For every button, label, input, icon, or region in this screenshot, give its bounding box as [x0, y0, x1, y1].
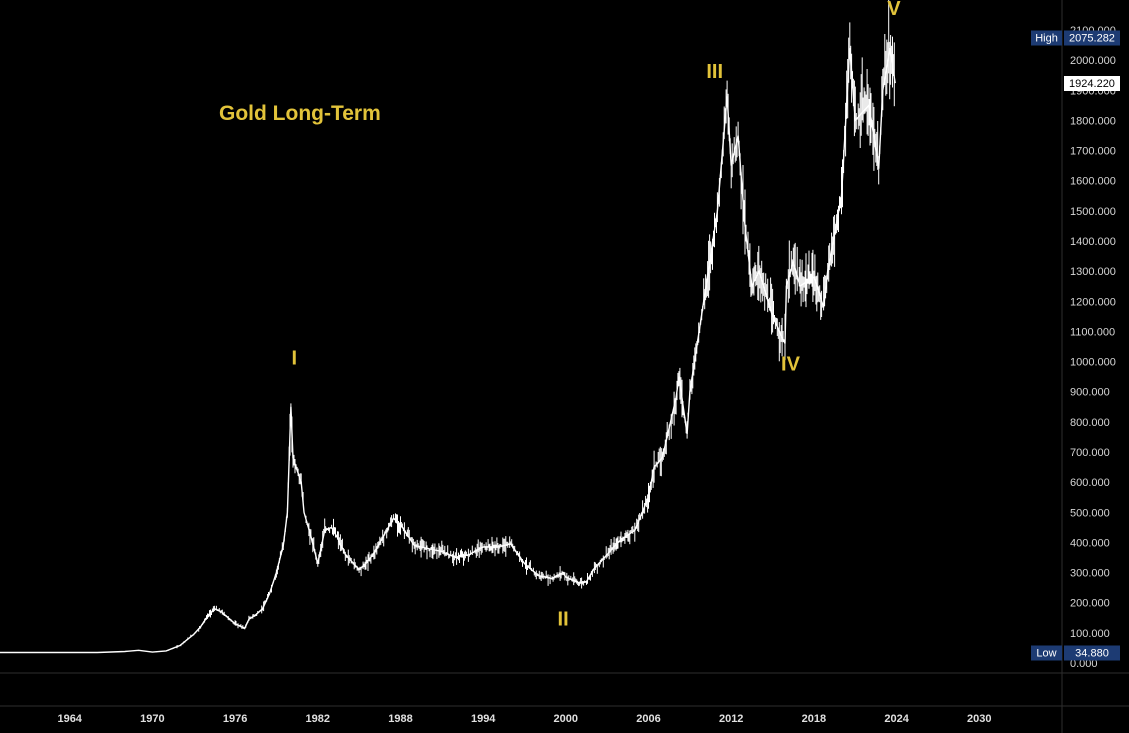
price-tick-label: 1400.000: [1070, 236, 1116, 248]
price-tick-label: 1200.000: [1070, 296, 1116, 308]
badge-value: 1924.220: [1069, 78, 1115, 90]
badge-low: Low 34.880: [1031, 645, 1120, 661]
price-tick-label: 1500.000: [1070, 206, 1116, 218]
time-tick-label: 1976: [223, 713, 247, 725]
time-tick-label: 2012: [719, 713, 743, 725]
time-tick-label: 2030: [967, 713, 991, 725]
wave-label: I: [292, 348, 298, 370]
badge-value-bg: [1064, 76, 1120, 91]
price-tick-label: 1000.000: [1070, 357, 1116, 369]
price-tick-label: 700.000: [1070, 447, 1110, 459]
price-tick-label: 2000.000: [1070, 55, 1116, 67]
badge-value: 2075.282: [1069, 33, 1115, 45]
price-tick-label: 100.000: [1070, 628, 1110, 640]
time-tick-label: 1994: [471, 713, 496, 725]
badge-label-bg: [1031, 30, 1062, 46]
badge-label: High: [1035, 33, 1058, 45]
price-tick-label: 0.000: [1070, 658, 1098, 670]
price-tick-label: 300.000: [1070, 568, 1110, 580]
time-tick-label: 1964: [57, 713, 82, 725]
wave-label: III: [706, 61, 723, 83]
price-tick-label: 200.000: [1070, 598, 1110, 610]
price-tick-label: 1700.000: [1070, 146, 1116, 158]
time-tick-label: 2018: [802, 713, 826, 725]
price-tick-label: 1100.000: [1070, 326, 1115, 338]
price-badges: High 2075.282 1924.220 Low 34.880: [1031, 30, 1120, 661]
badge-value: 34.880: [1075, 648, 1109, 660]
chart-title: Gold Long-Term: [219, 102, 381, 125]
time-tick-label: 1988: [388, 713, 412, 725]
price-tick-label: 1800.000: [1070, 115, 1116, 127]
price-tick-label: 1600.000: [1070, 176, 1116, 188]
time-tick-label: 2000: [554, 713, 578, 725]
time-tick-label: 2006: [636, 713, 660, 725]
price-series: [0, 0, 896, 654]
time-tick-label: 1970: [140, 713, 164, 725]
price-axis[interactable]: 0.000 100.000 200.000 300.000 400.000 500.000…: [1070, 25, 1116, 670]
badge-current-price: 1924.220: [1064, 76, 1120, 91]
price-bars: [151, 0, 895, 653]
badge-label: Low: [1036, 648, 1056, 660]
price-tick-label: 900.000: [1070, 387, 1110, 399]
wave-label: IV: [781, 354, 801, 376]
time-axis[interactable]: 1958196419701976198219881994200020062012…: [0, 713, 992, 725]
wave-label: II: [558, 608, 569, 630]
badge-value-bg: [1064, 645, 1120, 661]
badge-label-bg: [1031, 645, 1062, 661]
price-tick-label: 800.000: [1070, 417, 1110, 429]
time-tick-label: 2024: [884, 713, 909, 725]
price-tick-label: 600.000: [1070, 477, 1110, 489]
price-tick-label: 1300.000: [1070, 266, 1116, 278]
badge-value-bg: [1064, 30, 1120, 46]
time-tick-label: 1982: [306, 713, 330, 725]
price-tick-label: 400.000: [1070, 537, 1110, 549]
badge-high: High 2075.282: [1031, 30, 1120, 46]
wave-label: V: [887, 0, 901, 20]
price-tick-label: 500.000: [1070, 507, 1110, 519]
